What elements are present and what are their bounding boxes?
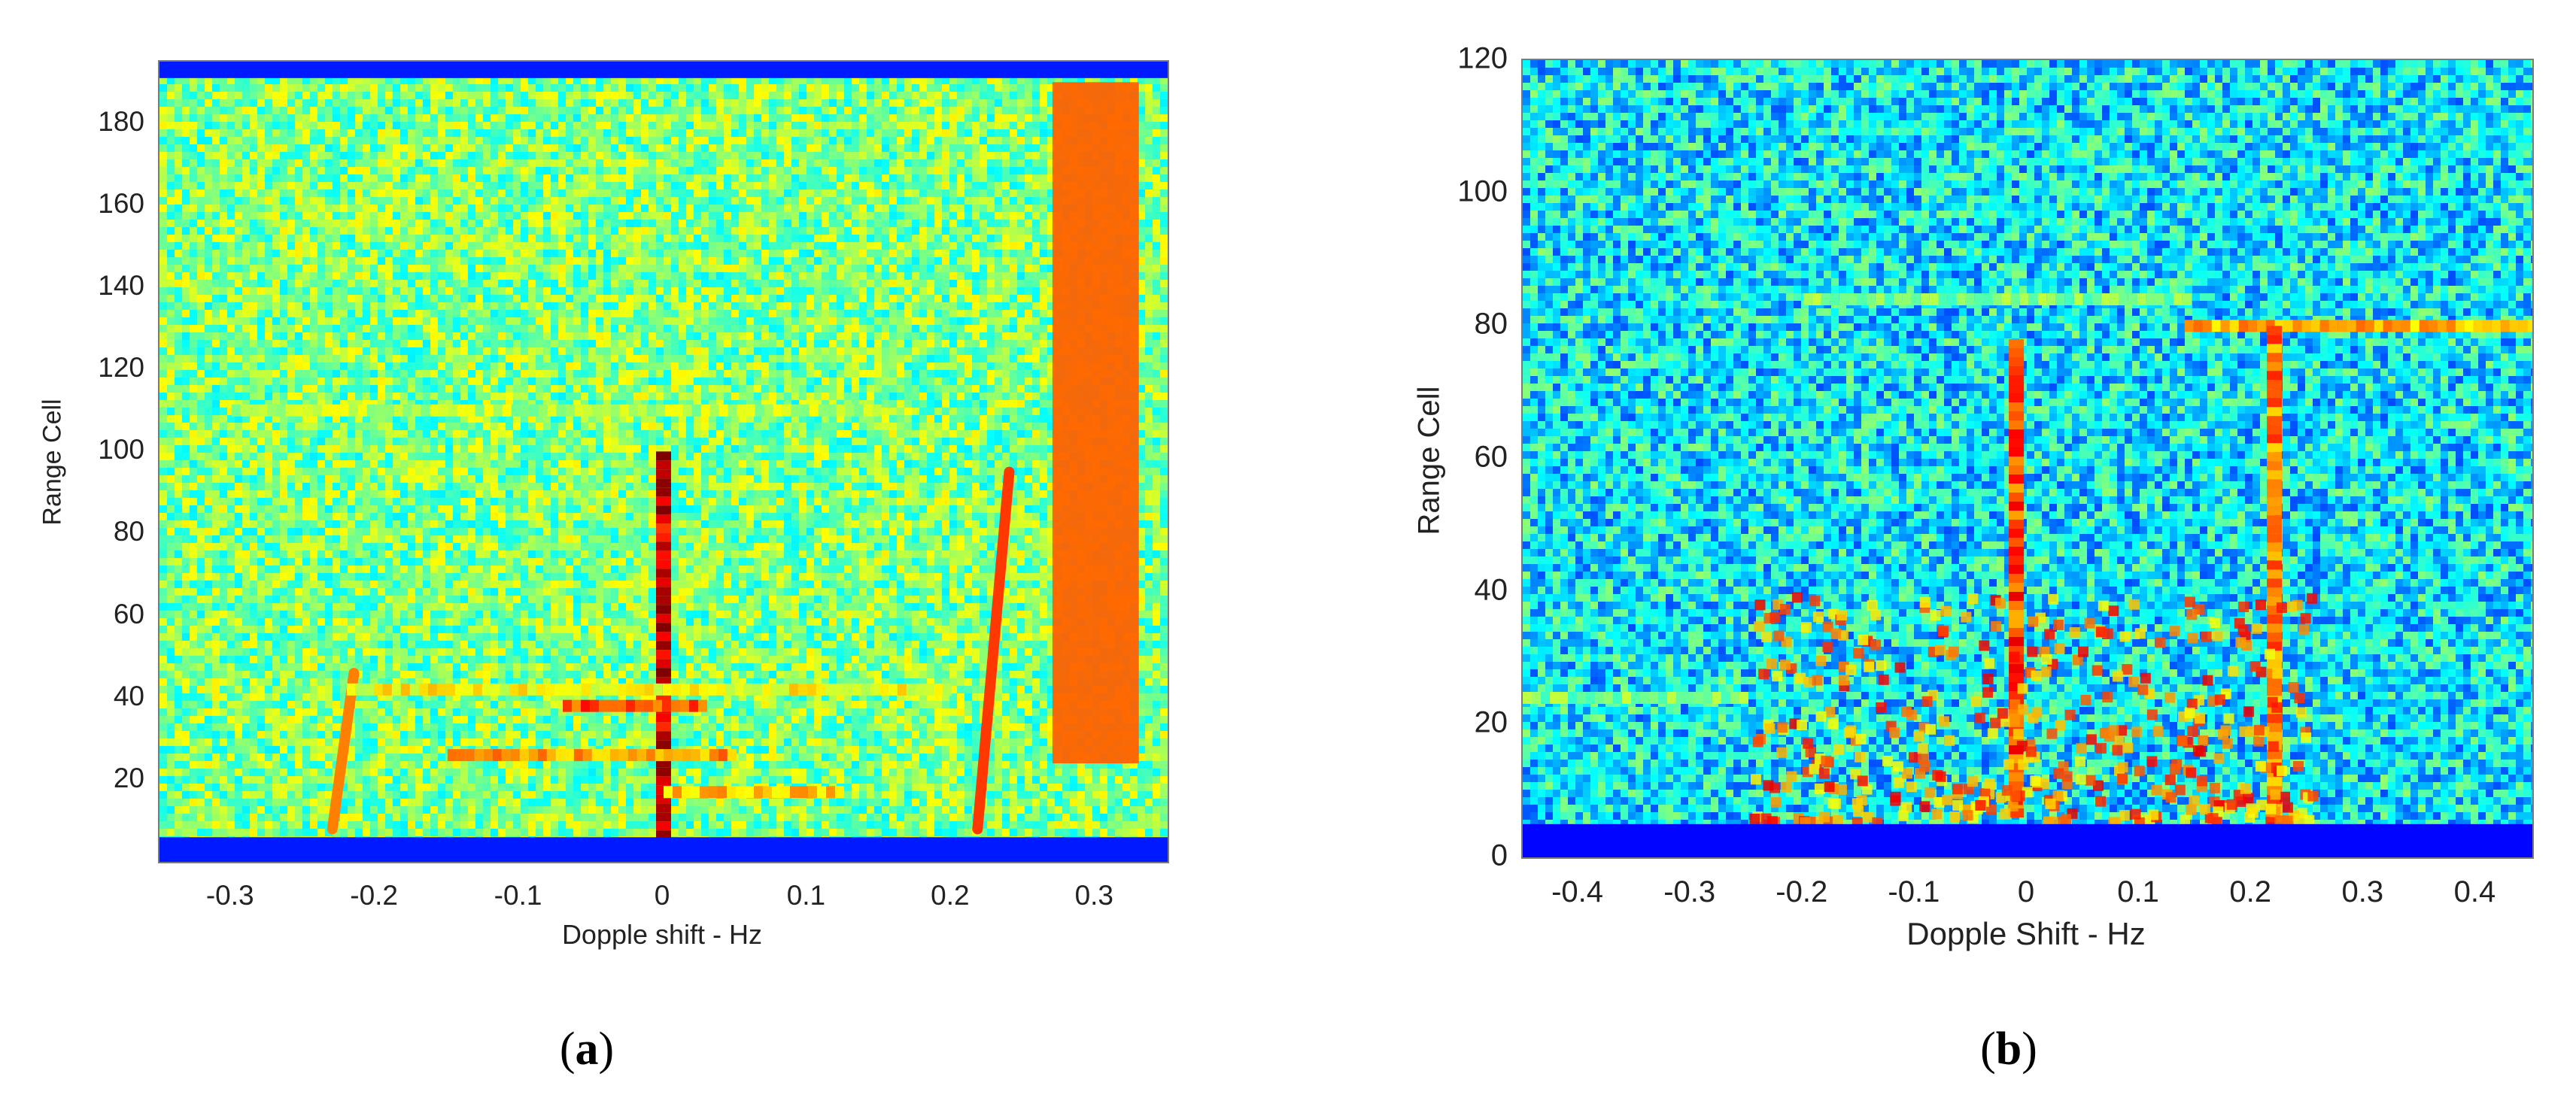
heatmap-feature-slanted-line-2	[972, 466, 1015, 835]
x-axis-label-a: Dopple shift - Hz	[436, 919, 888, 951]
x-tick-label: -0.1	[1861, 875, 1967, 909]
x-tick-label: 0.3	[1041, 880, 1147, 911]
heatmap-feature-horizontal-line-7	[664, 786, 844, 799]
y-tick-label: 20	[1432, 706, 1508, 740]
y-tick-label: 160	[69, 188, 144, 220]
y-tick-label: 60	[1432, 441, 1508, 475]
heatmap-background-cells	[1523, 60, 2532, 857]
heatmap-plot-a	[158, 60, 1169, 863]
caption-a: (a)	[512, 1023, 662, 1076]
heatmap-feature-vertical-band-0	[1052, 82, 1139, 764]
x-tick-label: -0.2	[1749, 875, 1855, 909]
x-tick-label: 0.1	[753, 880, 858, 911]
heatmap-feature-horizontal-line-0	[2184, 320, 2532, 332]
y-axis-label-a: Range Cell	[38, 365, 68, 560]
heatmap-canvas-b	[1523, 60, 2532, 857]
y-tick-label: 0	[1432, 839, 1508, 873]
y-axis-label-b: Range Cell	[1413, 363, 1447, 559]
x-tick-label: -0.4	[1525, 875, 1630, 909]
x-tick-label: 0	[609, 880, 715, 911]
x-tick-label: -0.1	[466, 880, 571, 911]
y-tick-label: 40	[1432, 573, 1508, 607]
heatmap-feature-horizontal-line-6	[447, 749, 737, 762]
y-tick-label: 140	[69, 270, 144, 302]
x-tick-label: 0.2	[898, 880, 1003, 911]
y-tick-label: 40	[69, 681, 144, 712]
y-tick-label: 80	[69, 516, 144, 547]
caption-a-letter: a	[576, 1024, 599, 1075]
caption-b-letter: b	[1996, 1024, 2022, 1075]
x-tick-label: 0.2	[2198, 875, 2303, 909]
y-tick-label: 120	[1432, 42, 1508, 76]
heatmap-feature-horizontal-line-8	[563, 699, 707, 712]
caption-b: (b)	[1934, 1023, 2084, 1076]
heatmap-background-cells	[159, 62, 1168, 862]
heatmap-plot-b	[1521, 59, 2534, 859]
heatmap-canvas-a	[159, 62, 1168, 862]
x-tick-label: -0.3	[1637, 875, 1742, 909]
heatmap-feature-blob-4	[1749, 592, 2319, 828]
x-tick-label: 0	[1973, 875, 2079, 909]
heatmap-feature-horizontal-line-4	[346, 683, 952, 696]
y-tick-label: 120	[69, 352, 144, 384]
y-tick-label: 80	[1432, 308, 1508, 341]
heatmap-feature-low-edge-band-10	[159, 62, 1168, 78]
heatmap-feature-horizontal-line-5	[231, 404, 882, 417]
x-tick-label: 0.4	[2422, 875, 2527, 909]
y-tick-label: 100	[1432, 174, 1508, 208]
heatmap-feature-horizontal-line-5	[1523, 692, 1748, 704]
x-tick-label: 0.1	[2085, 875, 2191, 909]
y-tick-label: 180	[69, 106, 144, 138]
heatmap-feature-vertical-line-3	[656, 451, 671, 862]
heatmap-feature-low-edge-band-9	[159, 837, 1168, 862]
x-tick-label: -0.3	[178, 880, 283, 911]
heatmap-feature-low-edge-band-6	[1523, 823, 2532, 857]
heatmap-feature-slanted-line-1	[327, 668, 360, 835]
y-tick-label: 20	[69, 763, 144, 794]
y-tick-label: 100	[69, 434, 144, 466]
x-axis-label-b: Dopple Shift - Hz	[1800, 916, 2252, 952]
heatmap-feature-horizontal-line-1	[1803, 293, 2192, 305]
y-tick-label: 60	[69, 599, 144, 630]
x-tick-label: -0.2	[321, 880, 427, 911]
x-tick-label: 0.3	[2310, 875, 2415, 909]
